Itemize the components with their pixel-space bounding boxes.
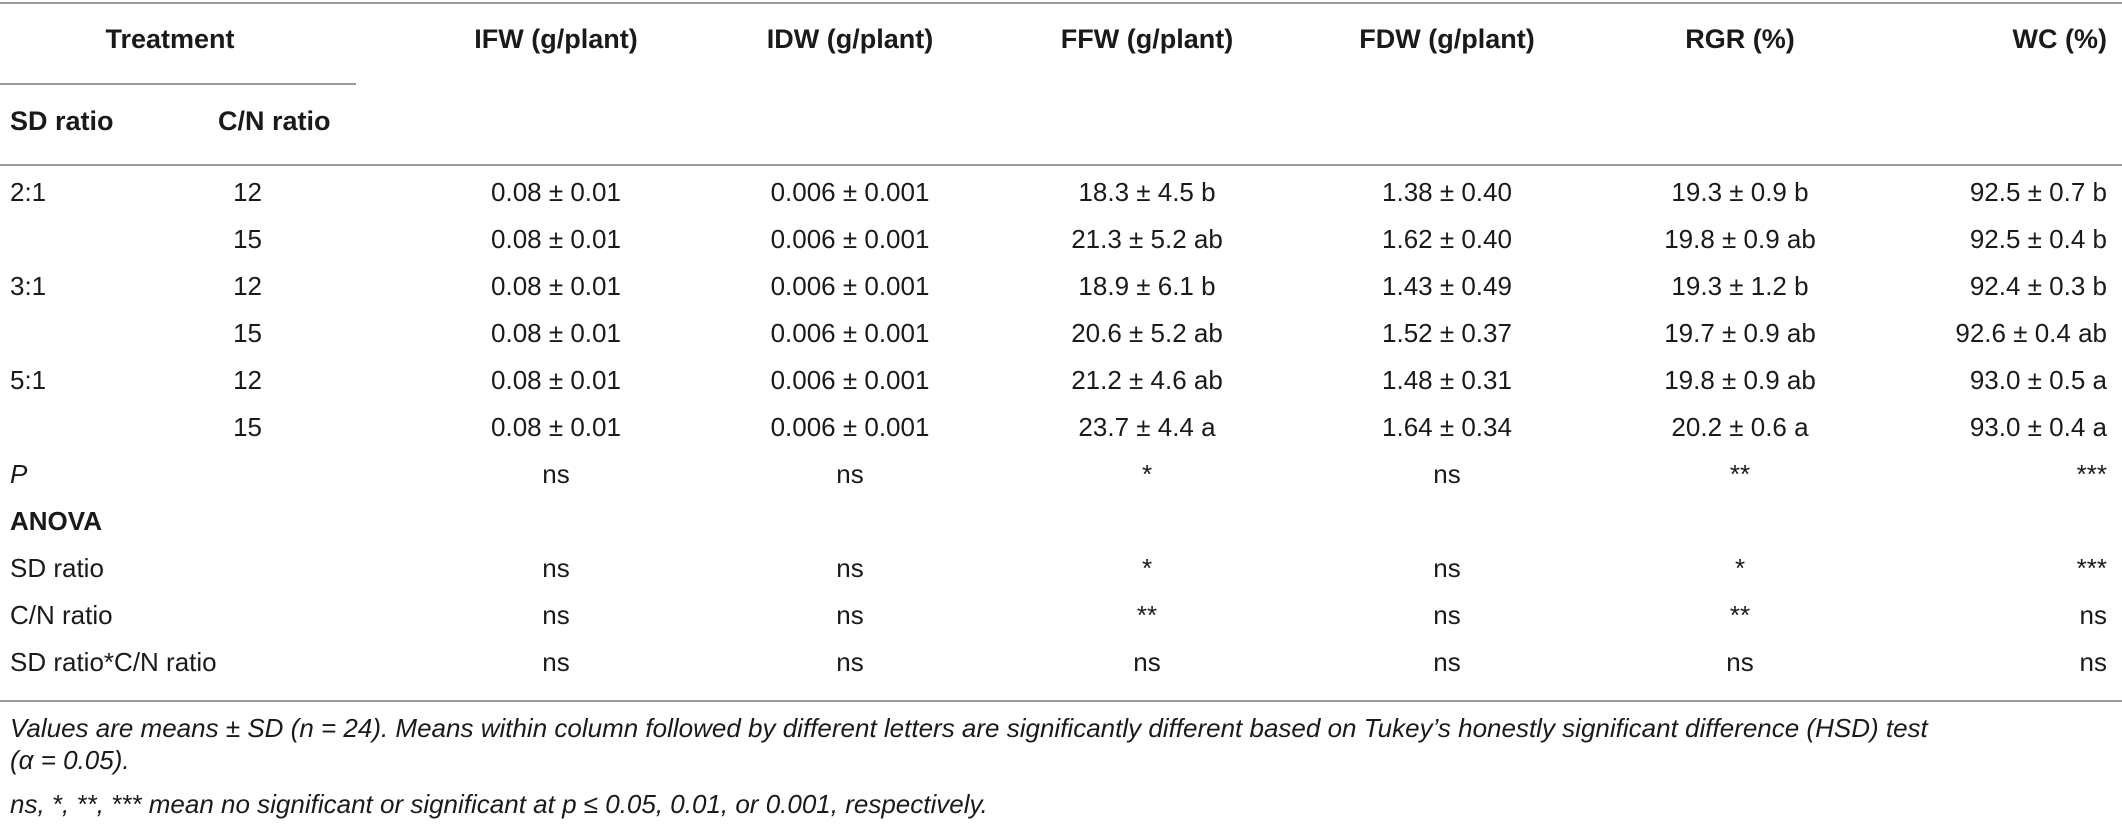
table-row-1-cell: 18.3 ± 4.5 b bbox=[1078, 177, 1216, 207]
treatment-rule bbox=[0, 83, 356, 85]
table-row-3-cell: 19.3 ± 1.2 b bbox=[1671, 271, 1809, 301]
cn-ratio-cell: 12 bbox=[233, 271, 262, 301]
col-header-wc: WC (%) bbox=[2012, 24, 2107, 54]
table-top-rule bbox=[0, 2, 2122, 4]
table-row-5-cell: 93.0 ± 0.5 a bbox=[1969, 365, 2107, 395]
col-header-rgr: RGR (%) bbox=[1685, 24, 1795, 54]
cn-ratio-cell: 15 bbox=[233, 224, 262, 254]
anova-row-label: C/N ratio bbox=[10, 600, 113, 630]
p-row-label: P bbox=[10, 459, 28, 489]
anova-row-2-cell: ** bbox=[1136, 600, 1158, 630]
table-row-2-cell: 19.8 ± 0.9 ab bbox=[1664, 224, 1816, 254]
anova-row-2-cell: ** bbox=[1729, 600, 1751, 630]
table-row-5-cell: 0.006 ± 0.001 bbox=[770, 365, 930, 395]
anova-row-3-cell: ns bbox=[1133, 647, 1161, 677]
anova-row-1-cell: ns bbox=[836, 553, 864, 583]
table-bottom-rule bbox=[0, 700, 2122, 702]
table-row-6-cell: 0.006 ± 0.001 bbox=[770, 412, 930, 442]
footnote-alpha: (α = 0.05). bbox=[10, 745, 130, 775]
anova-row-label: SD ratio*C/N ratio bbox=[10, 647, 217, 677]
table-row-1-cell: 1.38 ± 0.40 bbox=[1382, 177, 1512, 207]
table-row-5-cell: 1.48 ± 0.31 bbox=[1382, 365, 1512, 395]
anova-row-label: SD ratio bbox=[10, 553, 104, 583]
table-row-2-cell: 1.62 ± 0.40 bbox=[1382, 224, 1512, 254]
anova-row-3-cell: ns bbox=[542, 647, 570, 677]
cn-ratio-cell: 15 bbox=[233, 412, 262, 442]
sd-ratio-cell: 5:1 bbox=[10, 365, 47, 395]
cn-ratio-header: C/N ratio bbox=[218, 106, 331, 136]
anova-row-2-cell: ns bbox=[1433, 600, 1461, 630]
table-row-4-cell: 0.006 ± 0.001 bbox=[770, 318, 930, 348]
table-row-4-cell: 1.52 ± 0.37 bbox=[1382, 318, 1512, 348]
sd-ratio-cell: 2:1 bbox=[10, 177, 47, 207]
anova-row-3-cell: ns bbox=[1726, 647, 1754, 677]
table-row-4-cell: 19.7 ± 0.9 ab bbox=[1664, 318, 1816, 348]
p-row-cell: * bbox=[1141, 459, 1153, 489]
cn-ratio-cell: 15 bbox=[233, 318, 262, 348]
anova-row-3-cell: ns bbox=[836, 647, 864, 677]
cn-ratio-cell: 12 bbox=[233, 177, 262, 207]
anova-row-1-cell: *** bbox=[2076, 553, 2107, 583]
table-row-2-cell: 21.3 ± 5.2 ab bbox=[1071, 224, 1223, 254]
anova-heading: ANOVA bbox=[10, 506, 102, 536]
sd-ratio-header: SD ratio bbox=[10, 106, 114, 136]
table-row-4-cell: 20.6 ± 5.2 ab bbox=[1071, 318, 1223, 348]
anova-row-1-cell: * bbox=[1141, 553, 1153, 583]
table-row-1-cell: 0.08 ± 0.01 bbox=[491, 177, 621, 207]
table-row-3-cell: 0.08 ± 0.01 bbox=[491, 271, 621, 301]
table-row-4-cell: 0.08 ± 0.01 bbox=[491, 318, 621, 348]
table-row-5-cell: 19.8 ± 0.9 ab bbox=[1664, 365, 1816, 395]
anova-row-1-cell: ns bbox=[1433, 553, 1461, 583]
table-row-3-cell: 1.43 ± 0.49 bbox=[1382, 271, 1512, 301]
anova-row-1-cell: ns bbox=[542, 553, 570, 583]
cn-ratio-cell: 12 bbox=[233, 365, 262, 395]
col-header-ffw: FFW (g/plant) bbox=[1060, 24, 1234, 54]
table-row-1-cell: 92.5 ± 0.7 b bbox=[1969, 177, 2107, 207]
header-rule bbox=[0, 164, 2122, 166]
table-row-6-cell: 23.7 ± 4.4 a bbox=[1078, 412, 1216, 442]
table-row-2-cell: 0.08 ± 0.01 bbox=[491, 224, 621, 254]
p-row-cell: ns bbox=[1433, 459, 1461, 489]
sd-ratio-cell: 3:1 bbox=[10, 271, 47, 301]
col-header-idw: IDW (g/plant) bbox=[766, 24, 934, 54]
col-header-fdw: FDW (g/plant) bbox=[1359, 24, 1535, 54]
footnote-means: Values are means ± SD (n = 24). Means wi… bbox=[10, 713, 1928, 743]
table-row-6-cell: 20.2 ± 0.6 a bbox=[1671, 412, 1809, 442]
p-row-cell: *** bbox=[2076, 459, 2107, 489]
table-row-6-cell: 0.08 ± 0.01 bbox=[491, 412, 621, 442]
table-row-6-cell: 93.0 ± 0.4 a bbox=[1969, 412, 2107, 442]
anova-row-3-cell: ns bbox=[2079, 647, 2107, 677]
anova-row-1-cell: * bbox=[1734, 553, 1746, 583]
anova-row-2-cell: ns bbox=[2079, 600, 2107, 630]
footnote-significance: ns, *, **, *** mean no significant or si… bbox=[10, 789, 988, 819]
col-header-ifw: IFW (g/plant) bbox=[474, 24, 638, 54]
p-row-cell: ** bbox=[1729, 459, 1751, 489]
p-row-cell: ns bbox=[542, 459, 570, 489]
p-row-cell: ns bbox=[836, 459, 864, 489]
anova-row-3-cell: ns bbox=[1433, 647, 1461, 677]
anova-row-2-cell: ns bbox=[836, 600, 864, 630]
table-row-6-cell: 1.64 ± 0.34 bbox=[1382, 412, 1512, 442]
table-row-2-cell: 92.5 ± 0.4 b bbox=[1969, 224, 2107, 254]
table-row-3-cell: 92.4 ± 0.3 b bbox=[1969, 271, 2107, 301]
treatment-header: Treatment bbox=[105, 24, 235, 54]
table-row-1-cell: 19.3 ± 0.9 b bbox=[1671, 177, 1809, 207]
table-row-3-cell: 0.006 ± 0.001 bbox=[770, 271, 930, 301]
table-row-2-cell: 0.006 ± 0.001 bbox=[770, 224, 930, 254]
table-row-4-cell: 92.6 ± 0.4 ab bbox=[1955, 318, 2107, 348]
table-row-1-cell: 0.006 ± 0.001 bbox=[770, 177, 930, 207]
table-row-3-cell: 18.9 ± 6.1 b bbox=[1078, 271, 1216, 301]
anova-row-2-cell: ns bbox=[542, 600, 570, 630]
table-row-5-cell: 21.2 ± 4.6 ab bbox=[1071, 365, 1223, 395]
table-row-5-cell: 0.08 ± 0.01 bbox=[491, 365, 621, 395]
